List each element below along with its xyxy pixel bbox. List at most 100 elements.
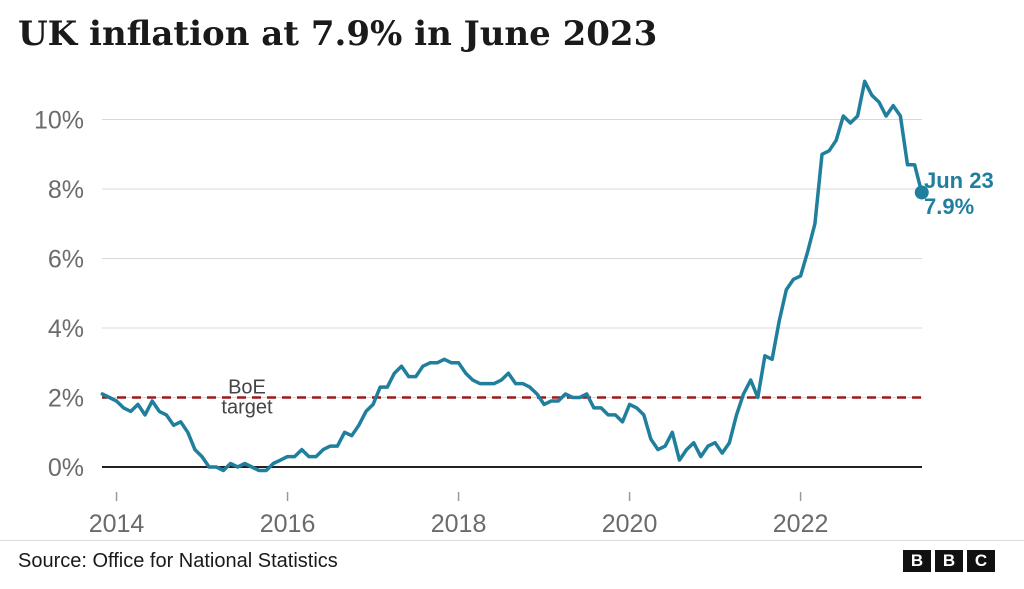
data-point (535, 392, 538, 395)
y-tick-label: 6% (48, 246, 84, 274)
data-point (849, 121, 852, 124)
data-point (671, 431, 674, 434)
data-point (108, 396, 111, 399)
data-point (329, 445, 332, 448)
data-point (785, 288, 788, 291)
y-axis-labels: 0% 2% 4% 6% 8% 10% (34, 107, 84, 483)
boe-target-label-line1: BoE (228, 377, 266, 399)
data-point (885, 114, 888, 117)
data-point (820, 153, 823, 156)
data-point (607, 413, 610, 416)
x-tick-label: 2022 (773, 510, 829, 538)
data-point (813, 222, 816, 225)
data-point (215, 465, 218, 468)
data-point (300, 448, 303, 451)
data-point (393, 372, 396, 375)
data-point (165, 413, 168, 416)
data-point (649, 438, 652, 441)
data-point (236, 465, 239, 468)
data-point (172, 424, 175, 427)
data-point (706, 445, 709, 448)
x-tick-label: 2020 (602, 510, 658, 538)
data-point (799, 274, 802, 277)
data-point (678, 459, 681, 462)
x-tick-label: 2016 (260, 510, 316, 538)
data-point (471, 379, 474, 382)
data-point (521, 382, 524, 385)
data-point (913, 163, 916, 166)
data-point (158, 410, 161, 413)
data-point (628, 403, 631, 406)
data-point (771, 358, 774, 361)
data-point (493, 382, 496, 385)
data-point (635, 406, 638, 409)
data-point (357, 424, 360, 427)
data-point (614, 413, 617, 416)
data-point (407, 375, 410, 378)
data-point (143, 413, 146, 416)
data-point (906, 163, 909, 166)
data-point (642, 413, 645, 416)
data-point (115, 399, 118, 402)
end-annotation-date: Jun 23 (924, 168, 994, 193)
data-point (870, 94, 873, 97)
data-point (500, 379, 503, 382)
y-tick-label: 2% (48, 385, 84, 413)
data-point (457, 361, 460, 364)
data-point (863, 80, 866, 83)
data-point (343, 431, 346, 434)
x-tick-label: 2018 (431, 510, 487, 538)
data-point (721, 452, 724, 455)
data-point (379, 386, 382, 389)
data-point (101, 392, 104, 395)
data-point (478, 382, 481, 385)
bbc-logo: B B C (903, 550, 995, 572)
data-point (243, 462, 246, 465)
bbc-logo-b2: B (935, 550, 963, 572)
data-point (806, 250, 809, 253)
data-point (585, 392, 588, 395)
data-point (307, 455, 310, 458)
data-point (414, 375, 417, 378)
data-point (122, 406, 125, 409)
data-point (714, 441, 717, 444)
data-point (842, 114, 845, 117)
data-point (265, 469, 268, 472)
data-point (421, 365, 424, 368)
data-point (557, 399, 560, 402)
x-axis: 2014 2016 2018 2020 2022 (89, 492, 829, 538)
data-point (193, 448, 196, 451)
data-point (685, 448, 688, 451)
data-point (314, 455, 317, 458)
data-point (129, 410, 132, 413)
data-point (656, 448, 659, 451)
data-point (856, 114, 859, 117)
data-point (778, 319, 781, 322)
data-point (514, 382, 517, 385)
data-point (364, 410, 367, 413)
data-point (336, 445, 339, 448)
data-point (692, 441, 695, 444)
chart-title: UK inflation at 7.9% in June 2023 (18, 14, 658, 54)
data-point (322, 448, 325, 451)
y-tick-label: 4% (48, 315, 84, 343)
bbc-logo-c: C (967, 550, 995, 572)
end-annotation-value: 7.9% (924, 194, 974, 219)
data-point (208, 465, 211, 468)
data-point (151, 399, 154, 402)
data-point (699, 455, 702, 458)
data-point (464, 372, 467, 375)
data-point (386, 386, 389, 389)
data-point (543, 403, 546, 406)
bbc-logo-b1: B (903, 550, 931, 572)
data-point (279, 459, 282, 462)
data-point (828, 149, 831, 152)
data-point (286, 455, 289, 458)
data-point (186, 431, 189, 434)
data-point (621, 420, 624, 423)
data-point (756, 396, 759, 399)
data-point (507, 372, 510, 375)
data-point (735, 413, 738, 416)
data-point (877, 101, 880, 104)
y-tick-label: 10% (34, 107, 84, 135)
